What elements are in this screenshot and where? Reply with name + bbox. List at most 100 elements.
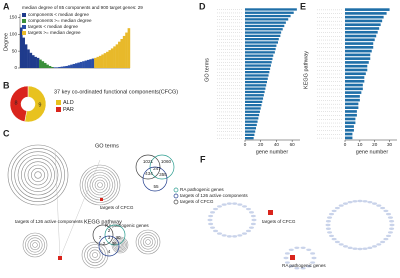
node	[383, 209, 389, 213]
degree-bar	[34, 56, 37, 68]
bar	[245, 38, 279, 41]
node	[294, 246, 300, 249]
bar	[345, 125, 354, 128]
y-label: KEGG pathway	[303, 51, 309, 89]
legend-label: targets of 126 active components	[180, 193, 248, 198]
bar	[345, 132, 353, 136]
node	[306, 248, 312, 251]
network-ring	[17, 154, 59, 196]
x-tick-label: 20	[372, 142, 378, 147]
bar	[245, 8, 297, 11]
legend-swatch	[173, 199, 179, 205]
node	[217, 205, 223, 208]
network-ring	[97, 182, 103, 188]
bar	[245, 84, 267, 87]
degree-bar	[106, 51, 109, 68]
network-ring	[22, 232, 48, 258]
node	[208, 214, 214, 218]
bar	[245, 100, 263, 104]
hub	[100, 198, 103, 201]
node	[325, 227, 331, 230]
bar	[345, 57, 371, 60]
degree-bar	[67, 65, 71, 68]
bar	[245, 14, 291, 18]
node	[334, 240, 340, 244]
bar	[245, 80, 267, 84]
venn-circle	[98, 235, 120, 257]
network-ring	[142, 236, 154, 248]
bar	[245, 44, 277, 47]
degree-bar	[122, 35, 126, 68]
bar	[345, 95, 360, 98]
node	[207, 218, 213, 222]
donut-slice	[24, 85, 47, 123]
node	[250, 214, 256, 218]
bar	[345, 121, 356, 125]
network-ring	[31, 168, 45, 182]
degree-bar	[27, 49, 30, 68]
y-tick-label: 0	[14, 65, 17, 70]
legend-label: targets < median degree	[28, 24, 78, 29]
degree-bar	[72, 63, 76, 68]
bar	[245, 51, 275, 54]
bar	[245, 94, 264, 97]
bar	[245, 54, 274, 57]
node	[357, 199, 363, 203]
bar	[345, 68, 368, 72]
panel-label: A	[3, 1, 10, 11]
node	[210, 226, 216, 229]
bar	[345, 12, 387, 15]
bar	[245, 117, 259, 120]
network-ring	[32, 242, 38, 248]
network-ring	[25, 235, 45, 255]
bar	[345, 98, 360, 102]
bar	[245, 34, 281, 38]
bar	[245, 127, 256, 130]
network-ring	[87, 172, 113, 198]
degree-bar	[39, 59, 42, 68]
bar	[245, 11, 294, 14]
node	[250, 222, 256, 226]
degree-bar	[41, 61, 45, 68]
node	[372, 245, 378, 248]
venn-count: 434	[145, 171, 153, 176]
node	[389, 227, 395, 230]
bar	[245, 107, 261, 110]
network-ring	[29, 239, 41, 251]
node	[347, 246, 353, 250]
node	[325, 223, 331, 227]
degree-bar	[60, 66, 64, 68]
bar	[245, 71, 270, 74]
network-ring	[94, 179, 106, 191]
legend-label: components >= median degree	[28, 18, 92, 23]
degree-bar	[96, 56, 100, 68]
bar	[245, 97, 264, 100]
degree-bar	[82, 61, 85, 68]
degree-bar	[120, 38, 124, 68]
degree-bar	[65, 65, 69, 68]
node	[245, 229, 251, 233]
node	[213, 207, 219, 211]
network-ring	[140, 234, 156, 250]
bar	[345, 49, 372, 53]
bar	[245, 137, 254, 140]
x-tick-label: 30	[387, 142, 393, 147]
node	[331, 209, 337, 213]
degree-bar	[70, 64, 73, 68]
bar	[245, 74, 269, 77]
network-ring	[82, 167, 118, 203]
bar	[245, 113, 260, 117]
legend-swatch	[22, 19, 26, 23]
node	[376, 204, 382, 207]
bar	[345, 42, 374, 45]
network-ring	[11, 148, 65, 202]
legend-swatch	[56, 107, 61, 112]
degree-bar	[55, 67, 59, 68]
bar	[345, 64, 368, 68]
node	[283, 256, 289, 260]
venn-circle	[149, 154, 175, 180]
node	[328, 212, 334, 216]
degree-bar	[22, 37, 25, 68]
donut-slice	[9, 85, 29, 122]
legend-swatch	[173, 187, 179, 193]
